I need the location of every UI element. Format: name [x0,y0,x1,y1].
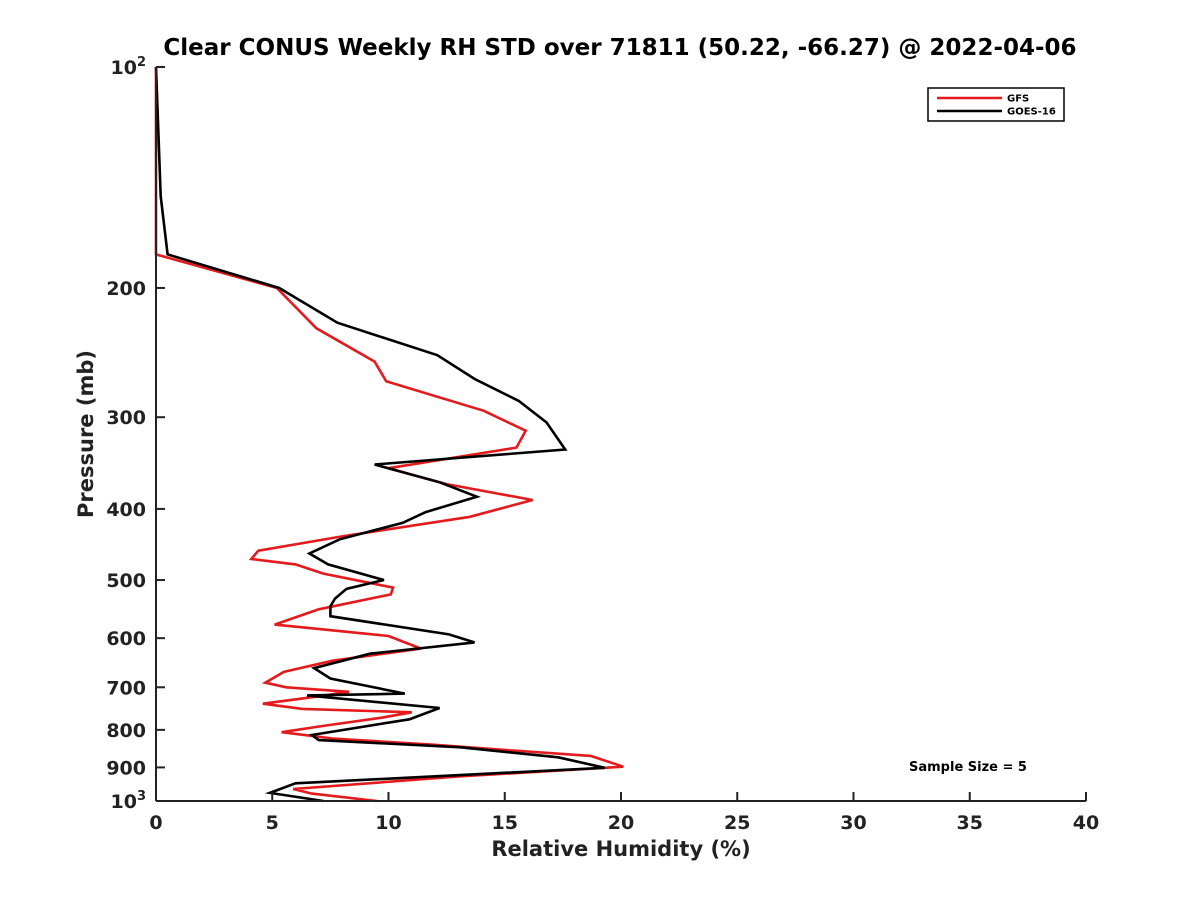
y-tick-label-base: 900 [106,757,146,779]
y-axis-label: Pressure (mb) [74,350,98,518]
y-tick-label: 102 [111,55,147,79]
y-tick-label: 500 [106,570,146,592]
x-tick-label: 25 [724,812,750,834]
y-tick-label: 900 [106,757,146,779]
y-tick-label: 400 [106,499,146,521]
y-tick-label-base: 10 [111,57,137,79]
y-tick-label-base: 10 [111,791,137,813]
y-tick-label-base: 700 [106,677,146,699]
series-line-goes-16 [154,66,605,803]
x-axis-label: Relative Humidity (%) [491,837,750,861]
x-tick-label: 20 [608,812,634,834]
legend-box [927,87,1065,122]
y-tick-label-base: 500 [106,570,146,592]
sample-size-annotation: Sample Size = 5 [909,760,1027,775]
x-tick-label: 40 [1073,812,1099,834]
y-tick-label-exponent: 3 [137,789,146,804]
axes [155,67,1086,802]
x-tick-label: 5 [266,812,279,834]
legend: GFS GOES-16 [927,87,1065,122]
x-tick-label: 0 [149,812,162,834]
x-tick-label: 15 [492,812,518,834]
y-tick-label-base: 800 [106,720,146,742]
chart-title: Clear CONUS Weekly RH STD over 71811 (50… [163,35,1076,61]
plot-area [154,66,624,803]
series-line-gfs [154,67,624,803]
y-tick-label: 800 [106,720,146,742]
y-tick-label-base: 300 [106,407,146,429]
x-tick-label: 10 [375,812,401,834]
x-axis-ticks: 0 5 10 15 20 25 30 35 40 [149,792,1099,834]
y-tick-label-base: 400 [106,499,146,521]
y-tick-label-exponent: 2 [137,55,146,70]
y-tick-label: 600 [106,628,146,650]
x-tick-label: 30 [840,812,866,834]
legend-label: GOES-16 [1007,107,1056,118]
y-tick-label-base: 200 [106,278,146,300]
y-tick-label: 300 [106,407,146,429]
legend-label: GFS [1007,94,1029,105]
x-tick-label: 35 [957,812,983,834]
y-tick-label: 200 [106,278,146,300]
y-tick-label: 103 [111,789,147,813]
y-tick-label: 700 [106,677,146,699]
y-tick-label-base: 600 [106,628,146,650]
